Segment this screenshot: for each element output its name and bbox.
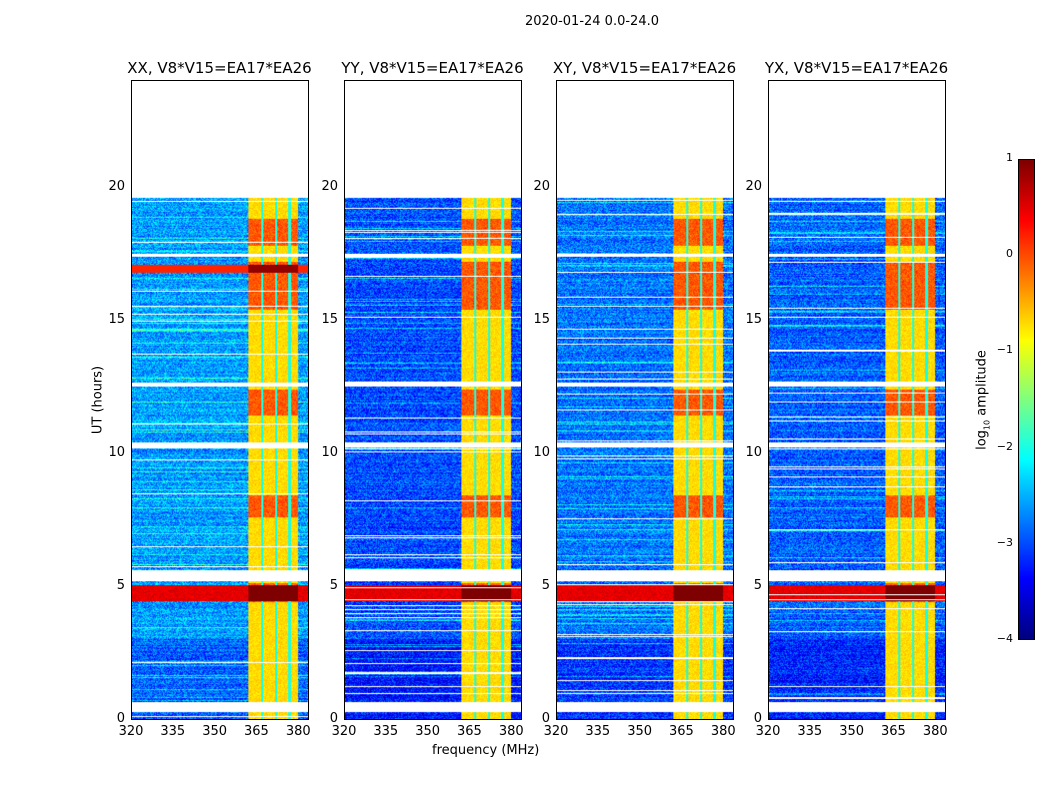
- colorbar-tick-label: −1: [996, 343, 1013, 357]
- x-tick-label: 380: [285, 724, 311, 739]
- x-tick-label: 320: [543, 724, 569, 739]
- panel-title: XY, V8*V15=EA17*EA26: [552, 59, 737, 77]
- x-axis-label: frequency (MHz): [432, 743, 540, 758]
- y-tick-label: 20: [533, 178, 550, 194]
- x-tick-label: 320: [331, 724, 357, 739]
- y-tick-label: 15: [745, 311, 762, 327]
- x-tick-label: 350: [202, 724, 228, 739]
- panel-title: YY, V8*V15=EA17*EA26: [341, 59, 524, 77]
- y-tick-label: 0: [116, 711, 125, 726]
- y-tick-label: 15: [108, 311, 125, 327]
- x-tick-label: 320: [755, 724, 781, 739]
- x-tick-label: 365: [244, 724, 269, 739]
- x-tick-label: 350: [415, 724, 441, 739]
- x-tick-label: 350: [839, 724, 865, 739]
- y-tick-label: 5: [541, 577, 550, 593]
- heatmap-panel: [768, 80, 946, 720]
- x-tick-label: 380: [710, 724, 736, 739]
- colorbar-tick-label: 0: [1006, 247, 1013, 261]
- colorbar-label: log10 amplitude: [974, 350, 992, 450]
- x-tick-label: 335: [585, 724, 611, 739]
- y-tick-label: 15: [321, 311, 338, 327]
- x-tick-label: 365: [881, 724, 906, 739]
- y-tick-label: 0: [541, 711, 550, 726]
- y-tick-label: 5: [329, 577, 338, 593]
- x-tick-label: 320: [118, 724, 144, 739]
- heatmap-panel: [131, 80, 309, 720]
- y-tick-label: 10: [108, 444, 125, 460]
- y-tick-label: 15: [533, 311, 550, 327]
- colorbar-tick-label: −2: [996, 439, 1013, 453]
- x-tick-label: 335: [797, 724, 823, 739]
- colorbar-tick-label: −3: [996, 535, 1013, 549]
- heatmap-panel: [556, 80, 734, 720]
- x-tick-label: 335: [160, 724, 186, 739]
- colorbar: [1018, 159, 1035, 640]
- colorbar-tick-label: −4: [996, 632, 1013, 645]
- figure-title: 2020-01-24 0.0-24.0: [525, 14, 659, 29]
- y-axis-label: UT (hours): [90, 365, 106, 435]
- y-tick-label: 5: [753, 577, 762, 593]
- y-tick-label: 10: [533, 444, 550, 460]
- y-tick-label: 20: [321, 178, 338, 194]
- y-tick-label: 5: [116, 577, 125, 593]
- y-tick-label: 20: [745, 178, 762, 194]
- x-tick-label: 380: [498, 724, 524, 739]
- y-tick-label: 0: [753, 711, 762, 726]
- y-tick-label: 10: [321, 444, 338, 460]
- x-tick-label: 380: [922, 724, 948, 739]
- x-tick-label: 365: [669, 724, 694, 739]
- panel-title: YX, V8*V15=EA17*EA26: [764, 59, 949, 77]
- heatmap-panel: [344, 80, 522, 720]
- colorbar-tick-label: 1: [1006, 151, 1013, 164]
- panel-title: XX, V8*V15=EA17*EA26: [127, 59, 312, 77]
- y-tick-label: 0: [329, 711, 338, 726]
- y-tick-label: 10: [745, 444, 762, 460]
- x-tick-label: 335: [373, 724, 399, 739]
- y-tick-label: 20: [108, 178, 125, 194]
- x-tick-label: 350: [627, 724, 653, 739]
- x-tick-label: 365: [457, 724, 482, 739]
